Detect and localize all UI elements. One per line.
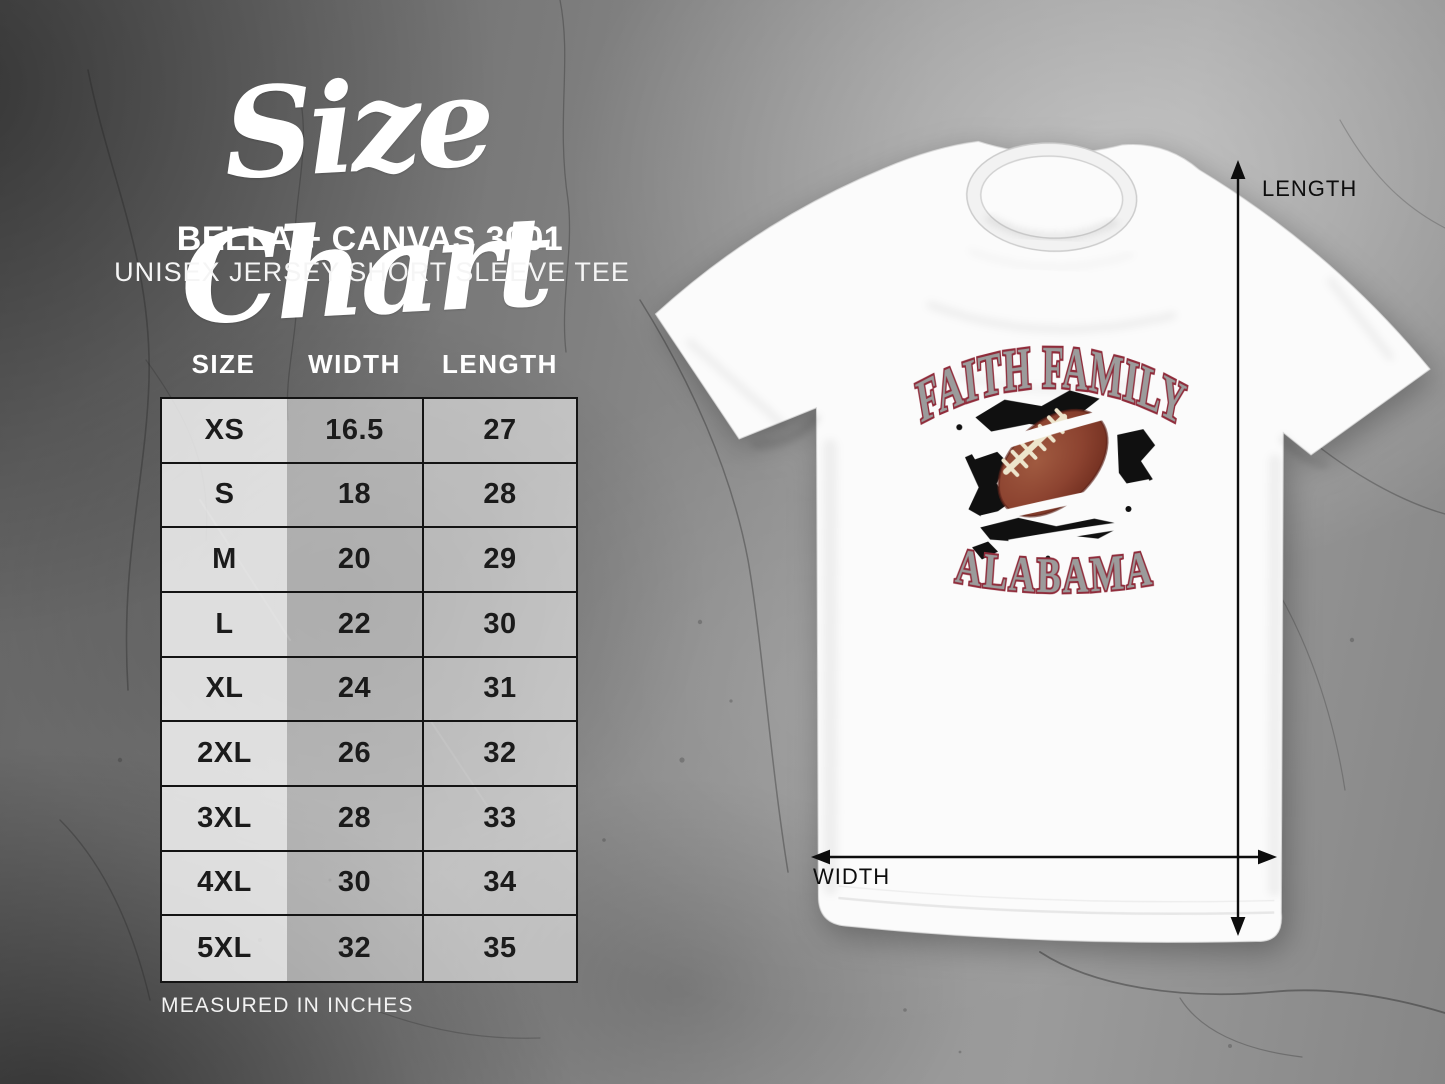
cell-size: XL [162,657,287,721]
width-arrow-label: WIDTH [813,864,890,889]
cell-length: 31 [422,657,576,721]
table-row: M 20 29 [162,528,576,593]
cell-width: 32 [287,916,422,981]
table-row: S 18 28 [162,463,576,529]
cell-size: L [162,592,287,656]
length-arrow-label: LENGTH [1262,176,1357,201]
column-header-width: WIDTH [308,349,401,379]
width-arrow [811,849,1277,865]
size-table: XS 16.5 27 S 18 28 M 20 29 L 22 30 XL 24… [160,397,578,983]
cell-width: 30 [287,851,422,915]
cell-width: 28 [287,786,422,850]
column-header-length: LENGTH [442,349,558,379]
fabric-shading [686,277,1395,897]
cell-size: 2XL [162,722,287,785]
cell-width: 24 [287,657,422,721]
brand-title: BELLA + CANVAS 3001 [176,220,564,258]
cell-length: 33 [422,786,576,850]
column-header-size: SIZE [191,349,256,379]
cell-size: XS [162,399,287,462]
product-subtitle: UNISEX JERSEY SHORT SLEEVE TEE [114,257,630,287]
table-row: 5XL 32 35 [162,916,576,981]
cell-width: 16.5 [287,399,422,462]
table-row: 2XL 26 32 [162,722,576,787]
cell-length: 29 [422,528,576,591]
hem-stitching [838,885,1275,915]
cell-width: 22 [287,592,422,656]
cell-size: 4XL [162,851,287,915]
table-row: L 22 30 [162,592,576,658]
cell-size: 3XL [162,786,287,850]
table-row: XL 24 31 [162,657,576,723]
cell-size: S [162,463,287,527]
cell-width: 20 [287,528,422,591]
cell-length: 35 [422,916,576,981]
cell-length: 34 [422,851,576,915]
tshirt-mockup: FAITH FAMILY ALABAMA [654,140,1431,943]
cell-width: 18 [287,463,422,527]
cell-width: 26 [287,722,422,785]
table-row: 4XL 30 34 [162,851,576,917]
table-row: XS 16.5 27 [162,399,576,464]
cell-length: 28 [422,463,576,527]
cell-size: 5XL [162,916,287,981]
units-note: MEASURED IN INCHES [161,994,414,1017]
cell-size: M [162,528,287,591]
rip-streaks [969,401,1152,547]
table-row: 3XL 28 33 [162,786,576,852]
cell-length: 27 [422,399,576,462]
cell-length: 30 [422,592,576,656]
collar [966,142,1138,269]
length-arrow [1230,160,1246,936]
shirt-print-design: FAITH FAMILY ALABAMA [910,330,1194,606]
cell-length: 32 [422,722,576,785]
